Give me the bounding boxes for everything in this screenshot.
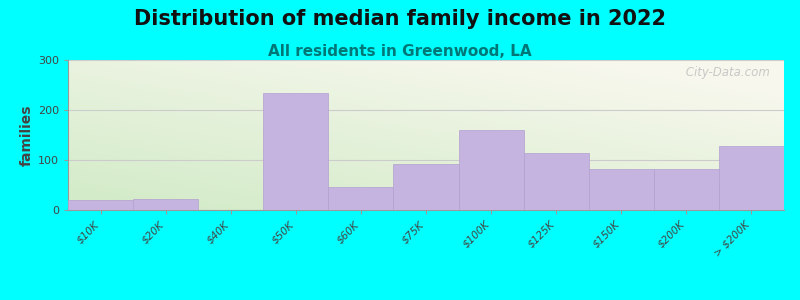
Bar [394, 164, 458, 210]
Bar [589, 169, 654, 210]
Bar [654, 169, 719, 210]
Bar [133, 199, 198, 210]
Bar [328, 187, 394, 210]
Bar [719, 146, 784, 210]
Bar [458, 130, 524, 210]
Y-axis label: families: families [20, 104, 34, 166]
Bar [68, 200, 133, 210]
Text: All residents in Greenwood, LA: All residents in Greenwood, LA [268, 44, 532, 59]
Bar [524, 152, 589, 210]
Text: City-Data.com: City-Data.com [682, 66, 770, 79]
Text: Distribution of median family income in 2022: Distribution of median family income in … [134, 9, 666, 29]
Bar [263, 92, 328, 210]
